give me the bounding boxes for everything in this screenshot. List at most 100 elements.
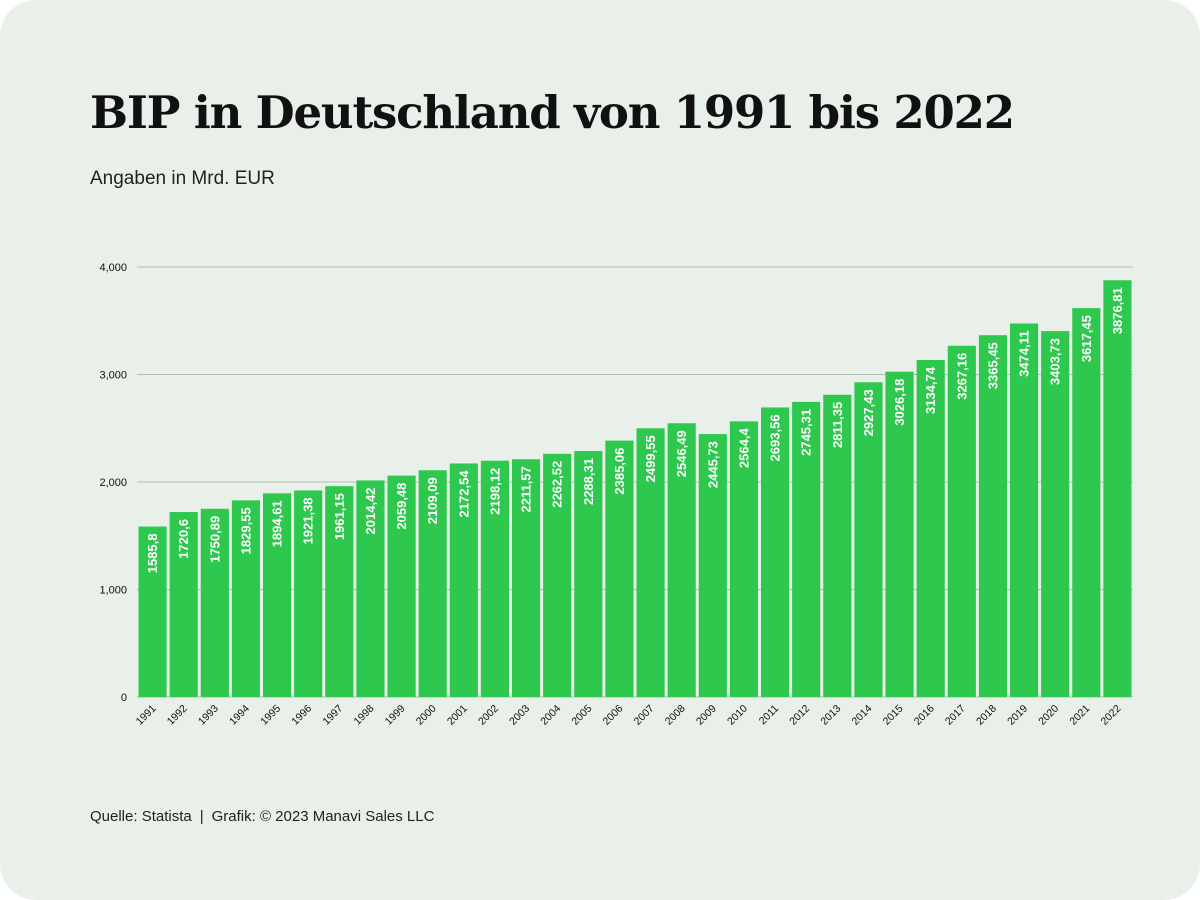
bar-1997 — [325, 486, 354, 697]
x-tick-label: 2010 — [725, 703, 750, 728]
x-tick-label: 2018 — [974, 703, 999, 728]
x-tick-label: 2016 — [912, 703, 937, 728]
bar-value-label: 2385,06 — [612, 448, 627, 495]
bar-value-label: 3026,18 — [892, 379, 907, 426]
bar-2019 — [1010, 323, 1039, 697]
bar-value-label: 1894,61 — [270, 500, 285, 547]
bar-value-label: 2811,35 — [830, 402, 845, 448]
x-tick-label: 2017 — [943, 703, 968, 728]
bar-value-label: 2927,43 — [861, 389, 876, 436]
x-tick-label: 2009 — [694, 703, 719, 728]
bar-value-label: 1585,8 — [145, 534, 160, 574]
bar-value-label: 2014,42 — [363, 487, 378, 534]
bar-value-label: 3474,11 — [1017, 331, 1032, 377]
bar-value-label: 3134,74 — [923, 366, 938, 414]
bar-value-label: 3365,45 — [985, 342, 1000, 389]
bar-value-label: 2262,52 — [550, 461, 565, 508]
bar-2012 — [792, 401, 821, 697]
bar-1999 — [387, 475, 416, 697]
chart-subtitle: Angaben in Mrd. EUR — [90, 168, 275, 189]
bar-2022 — [1103, 280, 1132, 697]
bar-value-label: 2211,57 — [519, 466, 534, 512]
x-tick-label: 2003 — [507, 703, 532, 728]
bar-2011 — [761, 407, 790, 697]
bar-1995 — [263, 493, 292, 697]
x-tick-label: 1997 — [320, 703, 345, 728]
bar-2005 — [574, 451, 603, 697]
bar-value-label: 3403,73 — [1048, 338, 1063, 385]
source-note: Quelle: Statista — [90, 808, 192, 825]
bar-value-label: 2109,09 — [425, 477, 440, 524]
bar-value-label: 2059,48 — [394, 483, 409, 530]
bar-value-label: 3617,45 — [1079, 315, 1094, 362]
x-tick-label: 2022 — [1099, 703, 1124, 728]
x-tick-label: 1994 — [227, 703, 252, 728]
bar-1991 — [138, 526, 167, 697]
x-tick-label: 1991 — [134, 703, 159, 728]
y-tick-label: 2,000 — [99, 477, 127, 489]
x-tick-label: 2001 — [445, 703, 470, 728]
bar-2013 — [823, 394, 852, 697]
bar-2010 — [729, 421, 758, 697]
bar-2007 — [636, 428, 665, 697]
bar-value-label: 2445,73 — [705, 441, 720, 488]
x-tick-label: 2000 — [414, 703, 439, 728]
bar-value-label: 2172,54 — [456, 470, 471, 518]
bar-1994 — [231, 500, 260, 697]
y-tick-label: 3,000 — [99, 370, 127, 382]
bar-2018 — [978, 335, 1007, 697]
bar-value-label: 1961,15 — [332, 493, 347, 540]
y-axis-ticks: 0 1,000 2,000 3,000 4,000 — [99, 262, 127, 704]
x-tick-label: 2015 — [881, 703, 906, 728]
x-tick-label: 2004 — [538, 703, 563, 728]
bar-value-label: 3876,81 — [1110, 287, 1125, 334]
bar-2014 — [854, 382, 883, 697]
bar-2020 — [1041, 331, 1070, 697]
bar-value-label: 2745,31 — [799, 409, 814, 456]
x-tick-label: 2008 — [663, 703, 688, 728]
bar-value-label: 1829,55 — [238, 507, 253, 554]
x-tick-label: 2020 — [1036, 703, 1061, 728]
bar-value-label: 2564,4 — [736, 428, 751, 469]
footer: Quelle: Statista | Grafik: © 2023 Manavi S… — [90, 808, 434, 825]
x-tick-label: 2005 — [569, 703, 594, 728]
bar-value-label: 2499,55 — [643, 435, 658, 482]
x-tick-label: 1996 — [289, 703, 314, 728]
bar-value-label: 1750,89 — [207, 516, 222, 563]
bar-1996 — [294, 490, 323, 697]
x-tick-label: 1999 — [383, 703, 408, 728]
y-tick-label: 1,000 — [99, 585, 127, 597]
bar-value-label: 2198,12 — [487, 468, 502, 515]
bar-value-label: 2546,49 — [674, 430, 689, 477]
x-tick-label: 1998 — [352, 703, 377, 728]
x-tick-label: 2006 — [601, 703, 626, 728]
bar-value-label: 1921,38 — [301, 497, 316, 544]
chart-title: BIP in Deutschland von 1991 bis 2022 — [90, 86, 1015, 139]
bar-value-labels: 1585,8 1720,6 1750,89 1829,55 1894,61 1921,38… — [145, 287, 1125, 573]
bar-2004 — [543, 453, 572, 697]
x-tick-label: 2012 — [787, 703, 812, 728]
bar-2002 — [480, 460, 509, 697]
x-tick-label: 2014 — [850, 703, 875, 728]
y-tick-label: 4,000 — [99, 262, 127, 274]
x-tick-label: 2011 — [757, 703, 782, 728]
bar-2000 — [418, 470, 447, 697]
bar-2017 — [947, 345, 976, 697]
bar-value-label: 3267,16 — [954, 353, 969, 400]
x-axis-ticks: 1991 1992 1993 1994 1995 1996 1997 1998 1999 2000… — [134, 703, 1124, 728]
bar-value-label: 2288,31 — [581, 458, 596, 505]
bar-value-label: 1720,6 — [176, 519, 191, 559]
bar-1998 — [356, 480, 385, 697]
bar-2016 — [916, 360, 945, 697]
bar-2008 — [667, 423, 696, 697]
bar-2009 — [698, 434, 727, 697]
bar-1992 — [169, 512, 198, 697]
credit-note: Grafik: © 2023 Manavi Sales LLC — [211, 808, 435, 825]
bar-2003 — [512, 459, 541, 697]
x-tick-label: 2007 — [632, 703, 657, 728]
bar-2001 — [449, 463, 478, 697]
bar-2006 — [605, 440, 634, 697]
x-tick-label: 2019 — [1005, 703, 1030, 728]
footer-separator: | — [199, 808, 204, 825]
